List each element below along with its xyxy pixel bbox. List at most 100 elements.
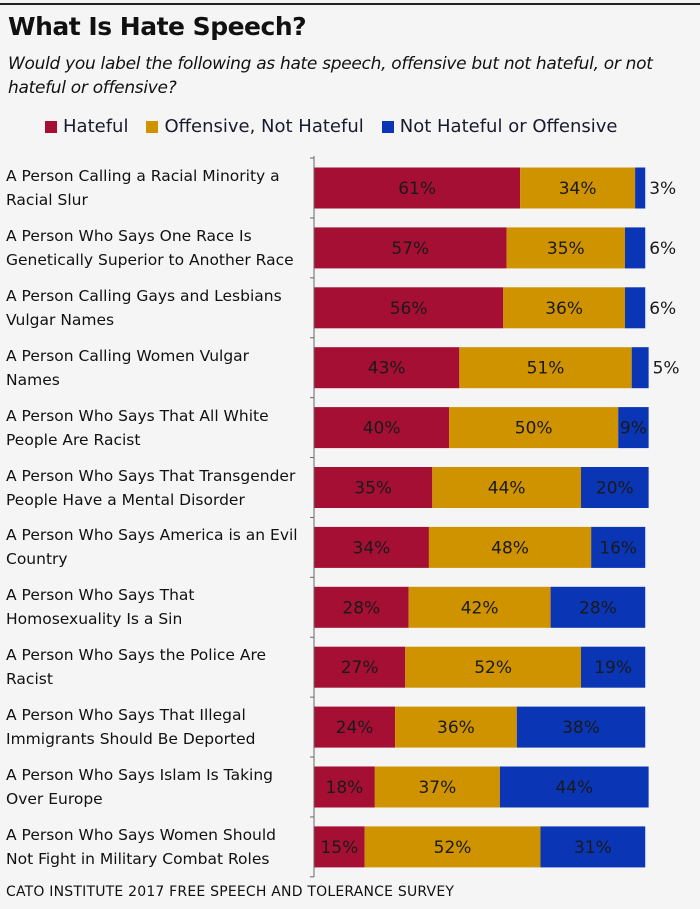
legend-swatch-offensive [146, 120, 159, 133]
data-label: 61% [398, 179, 436, 199]
data-label: 35% [547, 239, 585, 259]
data-label: 44% [555, 778, 593, 798]
bar-segment-not-hateful [635, 167, 646, 209]
category-label-line: A Person Who Says Islam Is Taking [6, 766, 274, 784]
category-label-line: A Person Who Says America is an Evil [6, 526, 298, 545]
bar-segment-not-hateful [581, 646, 646, 688]
data-label: 37% [418, 778, 456, 798]
category-label-line: A Person Who Says the Police Are [6, 646, 267, 665]
bar-segment-hateful [314, 287, 504, 329]
data-label: 57% [391, 239, 429, 259]
category-label-line: People Have a Mental Disorder [6, 490, 245, 509]
data-label: 56% [390, 299, 428, 319]
category-label-line: Vulgar Names [6, 310, 115, 329]
bar-segment-hateful [314, 766, 375, 808]
category-label-line: Country [6, 550, 68, 569]
data-label: 48% [491, 538, 529, 558]
bar-segment-offensive [520, 167, 636, 209]
data-label: 28% [579, 598, 617, 618]
category-label-line: Racist [6, 670, 53, 689]
bar-segment-hateful [314, 526, 429, 568]
bar-segment-offensive [408, 586, 551, 628]
data-label: 18% [326, 778, 364, 798]
legend: Hateful Offensive, Not Hateful Not Hatef… [45, 116, 617, 137]
category-label-line: Racial Slur [6, 191, 88, 209]
data-label: 5% [653, 359, 680, 379]
bar-segment-offensive [459, 347, 632, 389]
bar-segment-hateful [314, 167, 521, 209]
data-label: 28% [342, 598, 380, 618]
data-label: 40% [363, 419, 401, 439]
category-label-line: A Person Who Says Women Should [6, 825, 277, 844]
bar-segment-not-hateful [624, 227, 646, 269]
bar-segment-offensive [395, 706, 517, 748]
data-label: 27% [341, 658, 379, 678]
bar-segment-not-hateful [540, 826, 646, 868]
data-label: 24% [336, 718, 374, 738]
category-label: A Person Who Says Islam Is Taking Over Eu… [6, 763, 306, 811]
chart-subtitle: Would you label the following as hate sp… [8, 54, 653, 98]
legend-label: Offensive, Not Hateful [164, 116, 364, 137]
category-label: A Person Calling a Racial Minority a Raci… [6, 164, 306, 212]
category-label-line: A Person Who Says That Transgender [6, 466, 296, 485]
data-label: 34% [353, 538, 391, 558]
bar-segment-not-hateful [550, 586, 646, 628]
legend-label: Hateful [63, 116, 129, 137]
data-label: 42% [461, 598, 499, 618]
bar-segment-hateful [314, 227, 507, 269]
bar-segment-offensive [432, 467, 582, 508]
bar-segment-hateful [314, 407, 450, 449]
bar-segment-hateful [314, 826, 365, 868]
data-label: 9% [620, 419, 647, 439]
category-label-line: People Are Racist [6, 430, 141, 449]
bar-segment-hateful [314, 467, 433, 508]
legend-swatch-hateful [45, 120, 57, 133]
data-label: 44% [488, 479, 526, 499]
bar-segment-hateful [314, 706, 396, 748]
category-label: A Person Who Says America is an Evil Coun… [6, 523, 306, 571]
category-label-line: A Person Who Says One Race Is [6, 226, 252, 245]
legend-label: Not Hateful or Offensive [399, 116, 618, 137]
data-label: 51% [527, 359, 565, 379]
legend-swatch-not-hateful [381, 120, 394, 133]
source-footer: CATO INSTITUTE 2017 FREE SPEECH AND TOLE… [6, 884, 455, 900]
data-label: 43% [368, 359, 406, 379]
category-label-line: A Person Who Says That [6, 586, 195, 605]
bar-segment-not-hateful [624, 287, 646, 329]
category-label-line: A Person Who Says That Illegal [6, 706, 246, 725]
data-label: 34% [559, 179, 597, 199]
data-label: 50% [515, 419, 553, 439]
bar-segment-offensive [428, 526, 592, 568]
category-label: A Person Who Says That Illegal Immigrants… [6, 703, 306, 751]
category-label: A Person Calling Women Vulgar Names [6, 344, 306, 392]
bar-segment-not-hateful [499, 766, 649, 808]
data-label: 16% [599, 538, 637, 558]
category-label-line: A Person Calling a Racial Minority a [6, 167, 280, 185]
legend-item-not-hateful: Not Hateful or Offensive [381, 116, 618, 137]
category-label-line: Not Fight in Military Combat Roles [6, 849, 270, 868]
data-label: 36% [437, 718, 475, 738]
category-label-line: Names [6, 370, 60, 389]
chart-title: What Is Hate Speech? [8, 12, 307, 41]
data-label: 19% [594, 658, 632, 678]
category-label-line: Homosexuality Is a Sin [6, 610, 183, 629]
legend-item-offensive: Offensive, Not Hateful [146, 116, 364, 137]
category-label: A Person Who Says Women Should Not Fight … [6, 823, 306, 871]
category-label: A Person Who Says the Police Are Racist [6, 643, 306, 691]
bar-segment-offensive [364, 826, 541, 868]
bar-segment-not-hateful [591, 526, 646, 568]
bar-segment-not-hateful [516, 706, 646, 748]
data-label: 38% [562, 718, 600, 738]
bar-segment-not-hateful [631, 347, 649, 389]
category-label-line: Genetically Superior to Another Race [6, 250, 294, 269]
bar-segment-offensive [506, 227, 625, 269]
data-label: 15% [320, 838, 358, 858]
category-label-line: Immigrants Should Be Deported [6, 730, 256, 749]
data-label: 6% [649, 239, 676, 259]
bar-segment-hateful [314, 347, 460, 389]
bar-segment-offensive [374, 766, 500, 808]
bar-segment-offensive [449, 407, 619, 449]
data-label: 6% [649, 299, 676, 319]
category-label-line: Over Europe [6, 790, 103, 808]
